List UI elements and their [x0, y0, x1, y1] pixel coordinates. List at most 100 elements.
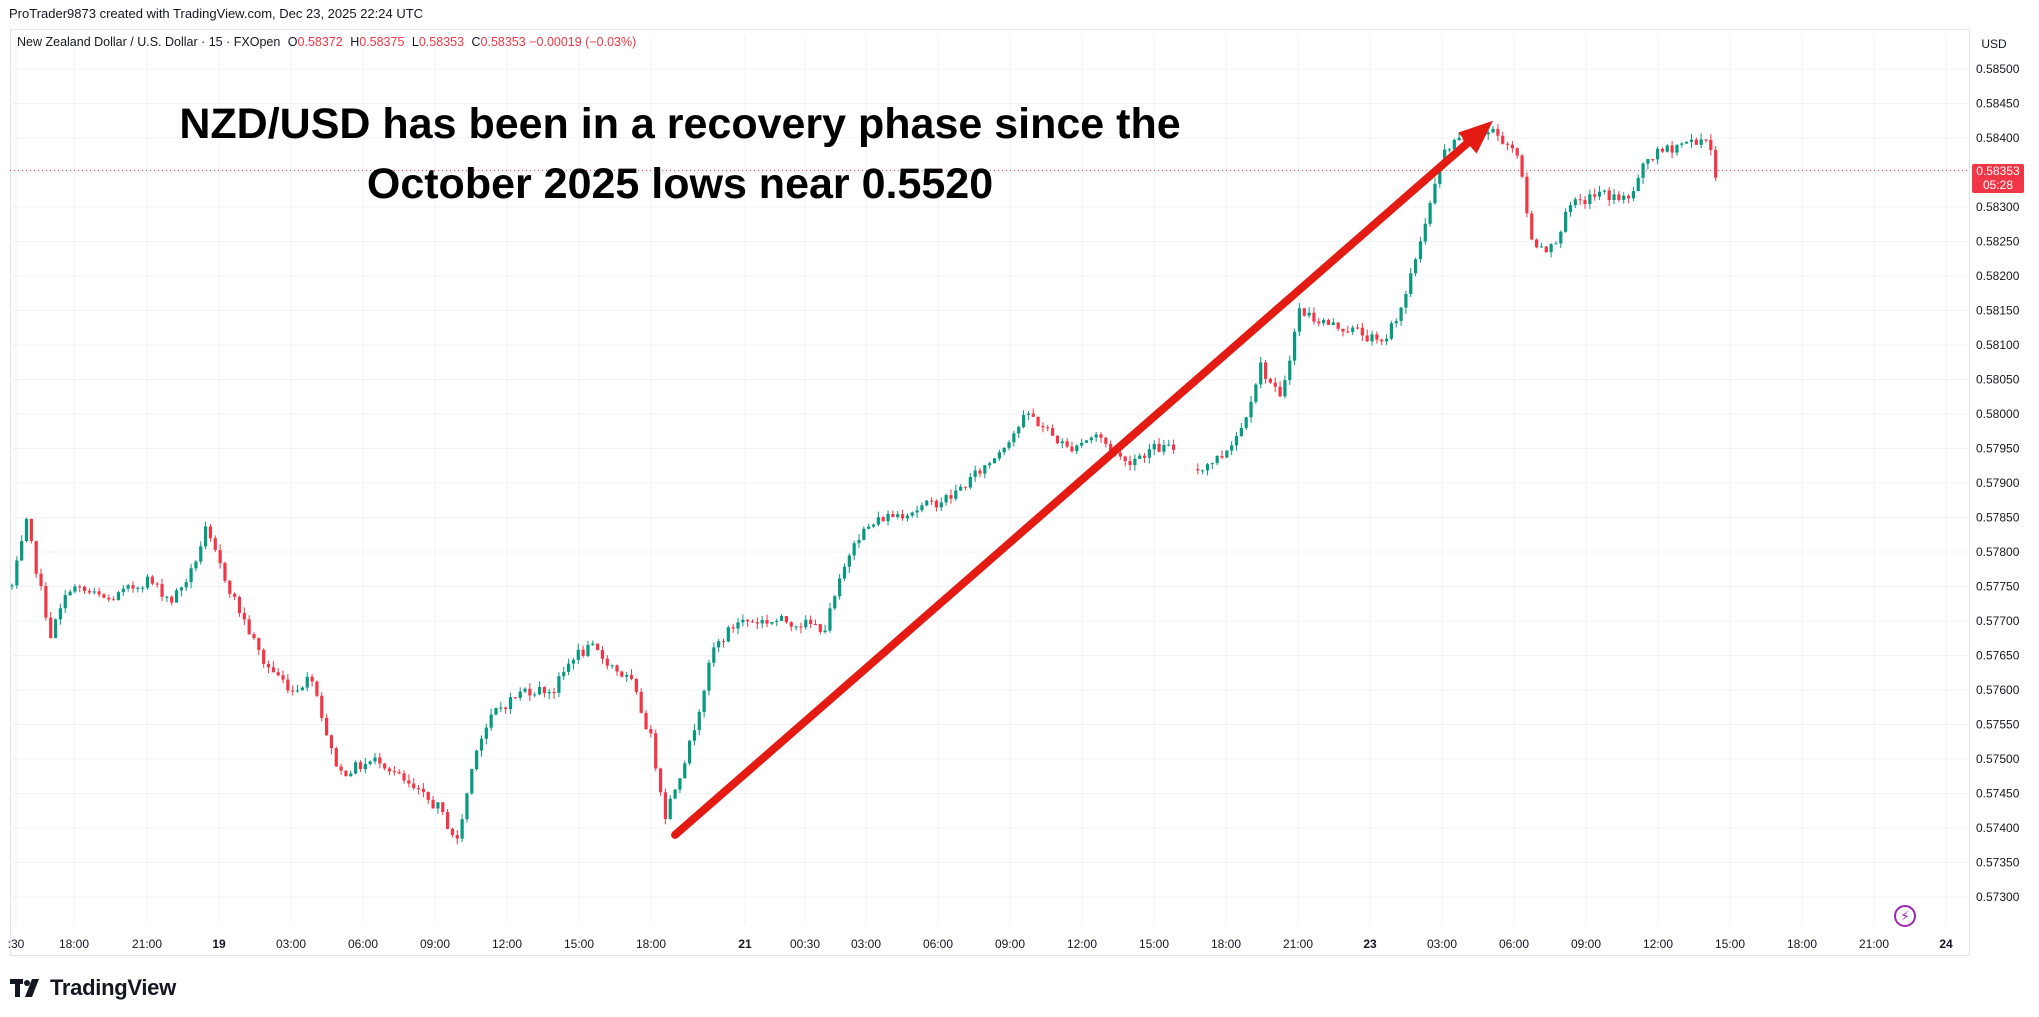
x-tick-label: 15:00 — [1139, 937, 1169, 951]
candle-body — [20, 541, 24, 561]
candle-body — [634, 678, 638, 692]
candle-body — [73, 586, 77, 592]
candle-body — [1147, 449, 1151, 458]
candle-body — [387, 768, 392, 772]
candle-body — [741, 619, 745, 623]
candle-body — [557, 676, 561, 693]
x-tick-label: 00:30 — [790, 937, 820, 951]
candle-body — [504, 707, 508, 710]
candle-body — [1597, 191, 1602, 197]
candle-body — [1288, 360, 1292, 381]
candle-body — [1699, 139, 1703, 145]
candle-body — [1539, 246, 1544, 248]
candle-body — [29, 518, 33, 542]
candle-body — [1399, 307, 1403, 321]
candle-body — [605, 658, 609, 666]
candle-body — [900, 514, 905, 519]
bolt-icon[interactable]: ⚡ — [1894, 905, 1916, 927]
candle-body — [1583, 200, 1587, 205]
candle-body — [857, 539, 861, 544]
y-tick-label: 0.57350 — [1976, 856, 2020, 870]
candle-body — [513, 697, 517, 699]
candle-body — [1046, 427, 1050, 429]
candle-body — [1384, 338, 1389, 342]
candle-body — [1041, 426, 1045, 428]
candle-body — [121, 588, 125, 593]
currency-button[interactable]: USD — [1981, 37, 2007, 51]
candle-body — [441, 802, 445, 813]
symbol-legend[interactable]: New Zealand Dollar / U.S. Dollar · 15 · … — [17, 35, 636, 49]
candle-body — [973, 470, 977, 477]
x-tick-label: 18:00 — [636, 937, 666, 951]
candle-body — [1370, 334, 1374, 342]
candle-body — [363, 764, 367, 770]
chart-frame — [10, 29, 1970, 956]
price-axis: 0.585000.584500.584000.583500.583000.582… — [1976, 62, 2020, 904]
x-tick-label: 18:00 — [1211, 937, 1241, 951]
candle-body — [838, 578, 842, 597]
candle-body — [1230, 445, 1234, 451]
candle-body — [97, 591, 101, 595]
candle-body — [305, 676, 309, 688]
candle-body — [78, 586, 82, 588]
candle-body — [1535, 239, 1539, 248]
candle-body — [896, 514, 900, 518]
candle-body — [1089, 437, 1093, 441]
candle-body — [155, 583, 159, 585]
trend-arrow-head — [1458, 120, 1494, 154]
candle-body — [1656, 148, 1660, 160]
y-tick-label: 0.58300 — [1976, 200, 2020, 214]
candle-body — [44, 585, 48, 618]
y-tick-label: 0.57400 — [1976, 821, 2020, 835]
candle-body — [1404, 294, 1408, 308]
candle-body — [1084, 440, 1089, 443]
candle-body — [1278, 386, 1282, 397]
candle-body — [1714, 149, 1718, 178]
candle-body — [112, 599, 116, 601]
candle-body — [252, 634, 256, 639]
y-tick-label: 0.57800 — [1976, 545, 2020, 559]
tradingview-logo[interactable]: TradingView — [10, 975, 176, 1001]
candle-body — [707, 662, 711, 691]
x-tick-label: 03:00 — [276, 937, 306, 951]
candle-body — [1307, 312, 1311, 316]
candle-body — [1414, 259, 1418, 274]
candle-body — [1694, 139, 1698, 145]
candle-body — [809, 619, 813, 625]
candle-body — [1123, 456, 1127, 462]
candle-body — [1709, 139, 1713, 150]
x-tick-label: 21:00 — [1859, 937, 1889, 951]
candle-body — [402, 773, 406, 781]
y-tick-label: 0.58250 — [1976, 235, 2020, 249]
candle-body — [1680, 143, 1684, 145]
candle-body — [1549, 244, 1553, 253]
candle-body — [934, 500, 939, 508]
candle-body — [1031, 413, 1035, 417]
candle-body — [610, 665, 614, 667]
candle-body — [1375, 334, 1379, 340]
candle-body — [1665, 145, 1669, 152]
candle-body — [1631, 191, 1635, 199]
candle-body — [1210, 463, 1214, 465]
y-tick-label: 0.58100 — [1976, 338, 2020, 352]
y-tick-label: 0.57650 — [1976, 649, 2020, 663]
candle-body — [736, 622, 740, 629]
candle-body — [1641, 163, 1645, 178]
x-tick-label: :30 — [8, 937, 25, 951]
candle-body — [131, 585, 135, 589]
candle-body — [920, 505, 924, 511]
candle-body — [1099, 434, 1103, 438]
x-tick-label: 06:00 — [1499, 937, 1529, 951]
candle-body — [988, 463, 992, 466]
candle-body — [354, 762, 358, 774]
low-value: 0.58353 — [418, 35, 465, 49]
candle-body — [823, 630, 827, 633]
x-tick-label: 09:00 — [420, 937, 450, 951]
candle-body — [629, 674, 634, 679]
candle-body — [876, 517, 880, 525]
candle-body — [983, 465, 987, 474]
candle-body — [992, 458, 997, 464]
candle-body — [663, 792, 667, 820]
candle-body — [344, 770, 348, 777]
